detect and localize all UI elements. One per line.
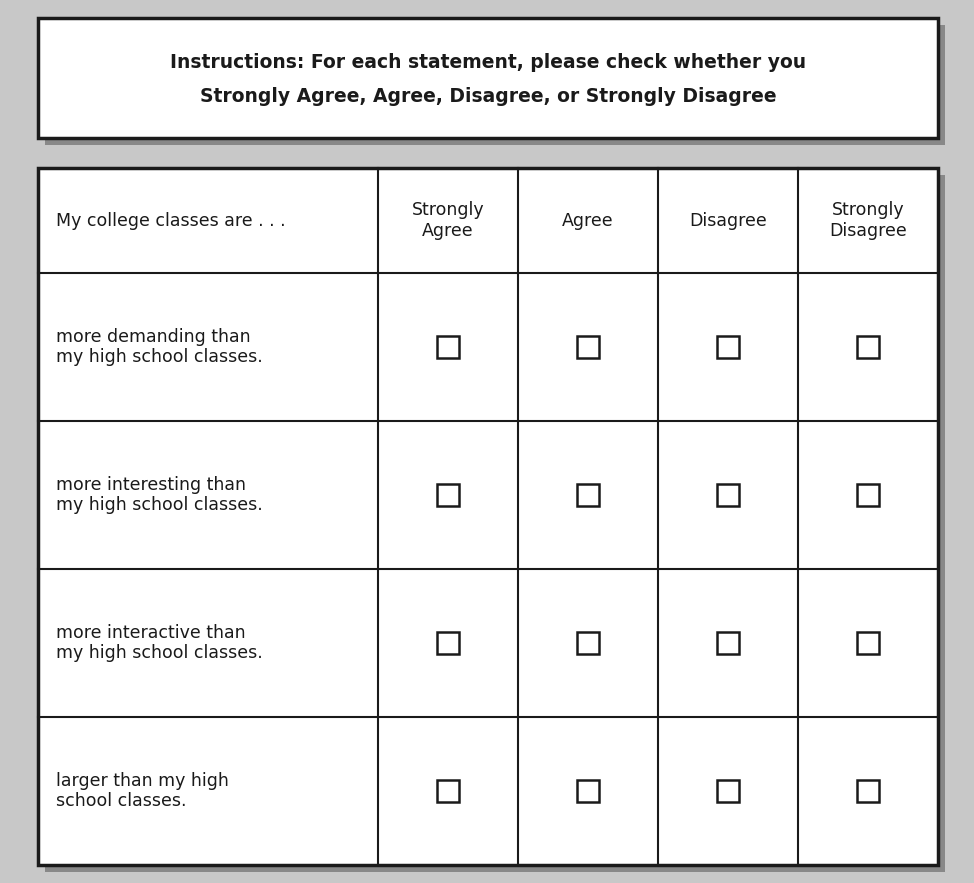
Bar: [857, 632, 879, 654]
Bar: [717, 632, 739, 654]
Bar: [857, 780, 879, 802]
Text: Strongly
Agree: Strongly Agree: [412, 201, 484, 240]
Bar: [45, 25, 945, 145]
Bar: [577, 484, 599, 506]
Bar: [45, 175, 945, 872]
Text: Instructions: For each statement, please check whether you: Instructions: For each statement, please…: [169, 52, 806, 72]
Text: more interactive than
my high school classes.: more interactive than my high school cla…: [56, 623, 263, 662]
Text: more interesting than
my high school classes.: more interesting than my high school cla…: [56, 476, 263, 515]
Text: more demanding than
my high school classes.: more demanding than my high school class…: [56, 328, 263, 366]
Bar: [717, 484, 739, 506]
Text: My college classes are . . .: My college classes are . . .: [56, 212, 285, 230]
Text: Strongly Agree, Agree, Disagree, or Strongly Disagree: Strongly Agree, Agree, Disagree, or Stro…: [200, 87, 776, 105]
Text: Strongly
Disagree: Strongly Disagree: [829, 201, 907, 240]
Text: larger than my high
school classes.: larger than my high school classes.: [56, 772, 229, 811]
Text: Disagree: Disagree: [690, 212, 767, 230]
Bar: [437, 632, 459, 654]
Bar: [857, 336, 879, 358]
Text: Agree: Agree: [562, 212, 614, 230]
Bar: [38, 168, 938, 865]
Bar: [437, 780, 459, 802]
Bar: [717, 780, 739, 802]
Bar: [38, 18, 938, 138]
Bar: [577, 632, 599, 654]
Bar: [717, 336, 739, 358]
Bar: [577, 780, 599, 802]
Bar: [577, 336, 599, 358]
Bar: [857, 484, 879, 506]
Bar: [437, 336, 459, 358]
Bar: [437, 484, 459, 506]
